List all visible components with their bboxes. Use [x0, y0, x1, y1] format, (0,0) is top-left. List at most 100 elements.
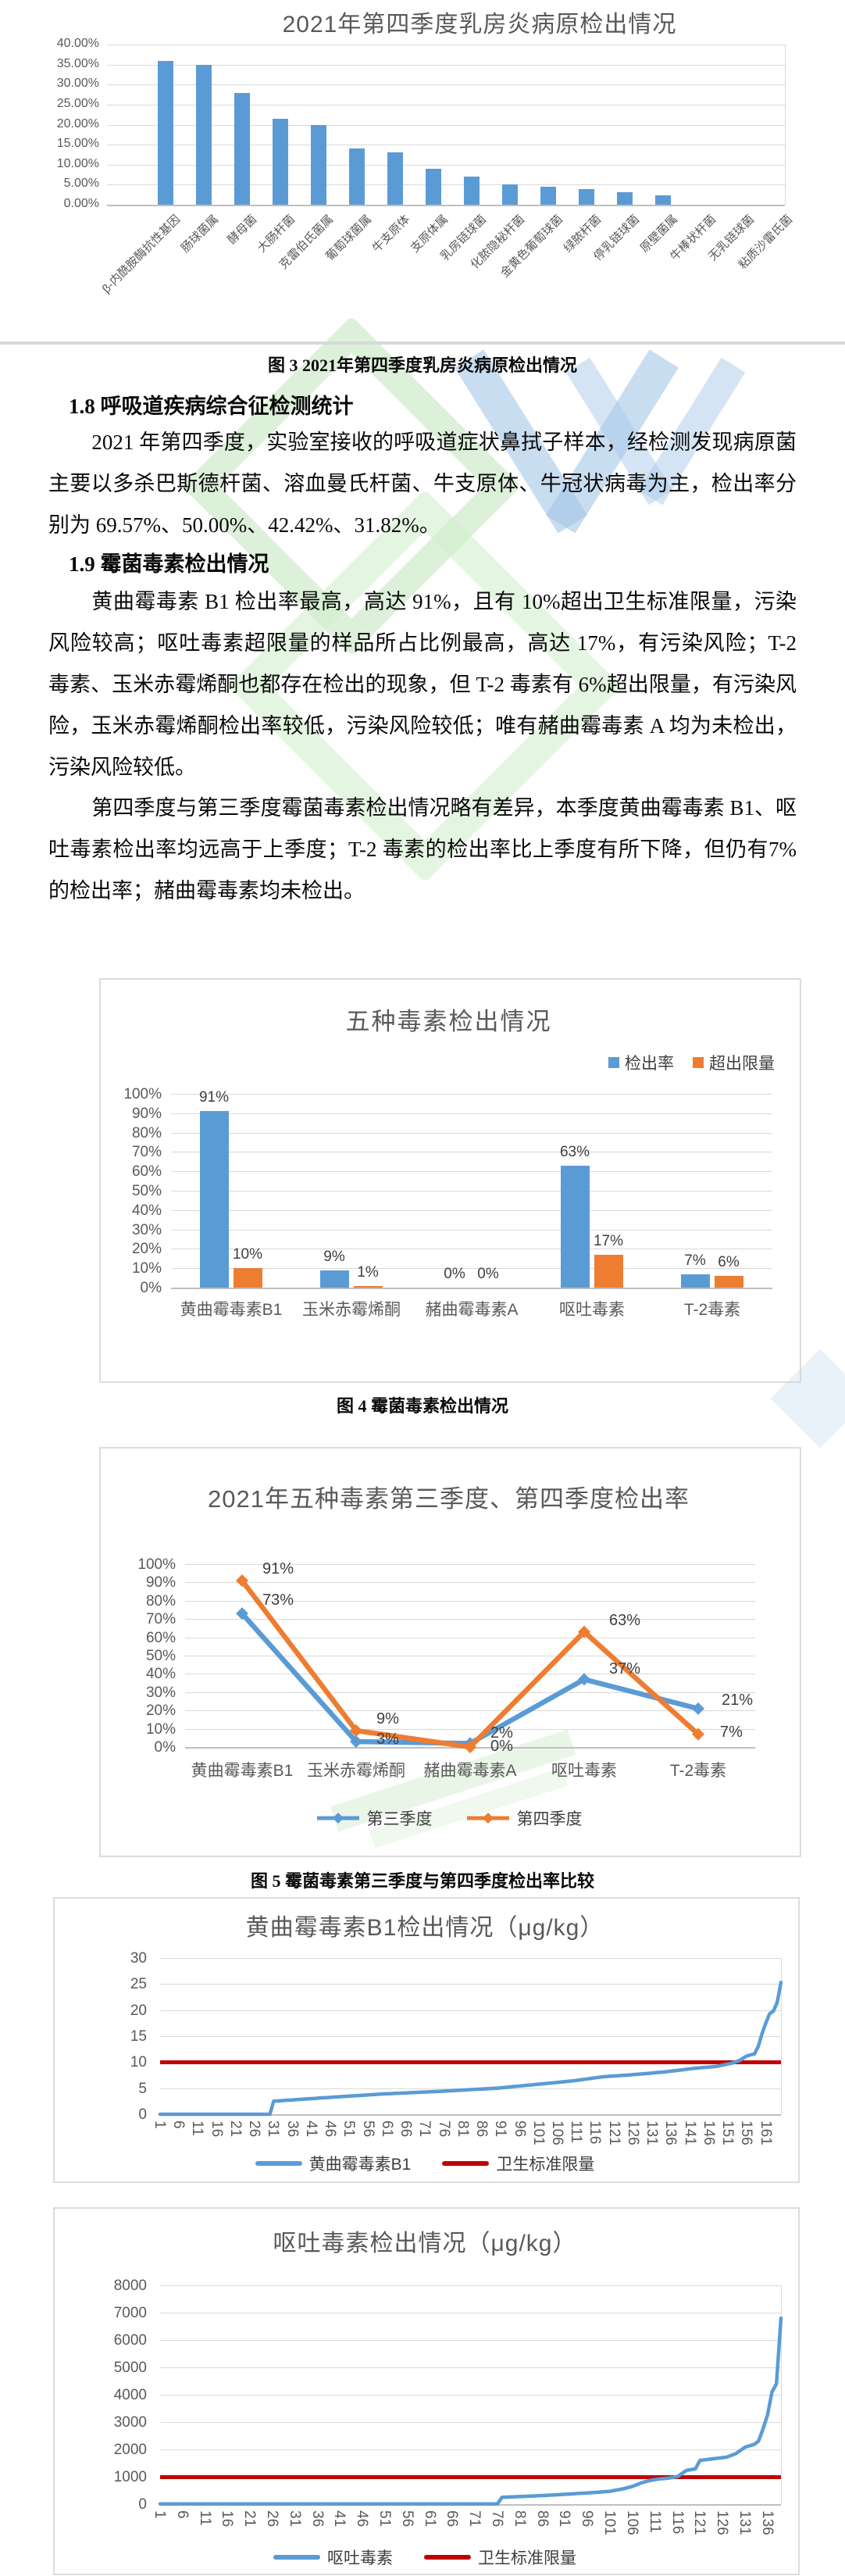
gridline: [107, 84, 785, 86]
x-axis-tick-label: 66: [398, 2120, 415, 2138]
bar: [354, 1285, 383, 1288]
gridline: [107, 184, 785, 186]
section-1-8-paragraph: 2021 年第四季度，实验室接收的呼吸道症状鼻拭子样本，经检测发现病原菌主要以多…: [48, 431, 797, 537]
x-axis-tick-label: 136: [662, 2120, 679, 2145]
x-axis-tick-label: 11: [189, 2120, 206, 2136]
data-label: 0%: [477, 1266, 499, 1282]
x-axis-tick-label: 61: [421, 2510, 438, 2528]
gridline: [107, 164, 785, 166]
figure-5-frame: [99, 1447, 801, 1857]
legend-label: 第四季度: [516, 1810, 583, 1828]
chart-image-border: [0, 341, 845, 345]
x-axis-tick-label: 101: [601, 2510, 619, 2535]
gridline: [160, 2395, 781, 2396]
x-axis-tick-label: 131: [736, 2510, 753, 2535]
gridline: [160, 1958, 781, 1959]
x-axis-tick-label: 31: [265, 2120, 282, 2138]
y-axis-tick-label: 40%: [131, 1202, 162, 1219]
x-axis-tick-label: 1: [152, 2510, 168, 2519]
legend-item: 超出限量: [693, 1051, 775, 1074]
y-axis-tick-label: 90%: [145, 1574, 176, 1592]
bar: [158, 60, 173, 205]
x-axis-tick-label: 96: [579, 2510, 596, 2528]
bar: [681, 1274, 710, 1288]
section-1-8-heading: 1.8 呼吸道疾病综合征检测统计: [69, 395, 354, 418]
bar: [561, 1165, 590, 1288]
y-axis-tick-label: 20: [130, 2002, 147, 2019]
legend-item: 第三季度: [316, 1806, 433, 1830]
y-axis-tick-label: 20%: [131, 1241, 162, 1258]
section-1-9-paragraph-1: 黄曲霉毒素 B1 检出率最高，高达 91%，且有 10%超出卫生标准限量，污染风…: [48, 590, 797, 779]
gridline: [171, 1132, 772, 1134]
gridline: [171, 1209, 772, 1211]
x-axis-tick-label: 26: [246, 2120, 263, 2138]
gridline: [171, 1229, 772, 1231]
x-axis-tick-label: 116: [669, 2510, 686, 2535]
gridline: [171, 1191, 772, 1192]
x-axis-category-label: 呕吐毒素: [551, 1762, 617, 1780]
bar: [349, 148, 365, 205]
x-axis-tick-label: 21: [226, 2120, 244, 2138]
legend-line-icon: [442, 2161, 490, 2166]
x-axis-tick-label: 121: [691, 2510, 708, 2535]
bar: [234, 1268, 262, 1288]
figure-5-caption: 图 5 霉菌毒素第三季度与第四季度检出率比较: [250, 1871, 594, 1891]
gridline: [160, 2285, 781, 2286]
gridline: [185, 1710, 755, 1712]
y-axis-tick-label: 30%: [145, 1684, 176, 1701]
x-axis-tick-label: 36: [283, 2120, 301, 2138]
x-axis-tick-label: 106: [548, 2120, 565, 2145]
fig3-title: 2021年第四季度乳房炎病原检出情况: [282, 12, 677, 38]
y-axis-tick-label: 5000: [113, 2360, 147, 2376]
legend-line-marker-icon: [316, 1813, 359, 1824]
bar: [617, 191, 633, 205]
bar: [579, 188, 594, 205]
bar: [594, 1254, 623, 1288]
bar: [464, 177, 480, 205]
legend-line-icon: [273, 2555, 320, 2560]
legend-item: 检出率: [608, 1051, 674, 1074]
y-axis-tick-label: 20%: [145, 1702, 176, 1720]
data-label: 2%: [490, 1724, 513, 1742]
x-axis-tick-label: 16: [208, 2120, 225, 2138]
gridline: [185, 1582, 755, 1584]
gridline: [160, 2449, 781, 2450]
limit-line: [160, 2060, 781, 2064]
bar: [196, 64, 212, 205]
gridline: [185, 1692, 755, 1693]
x-axis-line: [160, 2114, 781, 2116]
data-label: 10%: [232, 1246, 263, 1263]
x-axis-tick-label: 21: [241, 2510, 258, 2528]
bar: [200, 1111, 229, 1288]
gridline: [171, 1113, 772, 1114]
plot-right-border: [785, 45, 786, 205]
gridline: [185, 1564, 755, 1565]
bar: [502, 184, 518, 205]
data-label: 0%: [490, 1738, 513, 1755]
figDON-title: 呕吐毒素检出情况（μg/kg）: [273, 2231, 577, 2256]
y-axis-tick-label: 5.00%: [63, 177, 99, 191]
x-axis-tick-label: 86: [473, 2120, 490, 2138]
x-axis-line: [107, 205, 785, 206]
data-label: 91%: [198, 1089, 230, 1106]
x-axis-tick-label: 156: [738, 2120, 755, 2145]
x-axis-tick-label: 116: [587, 2120, 604, 2145]
y-axis-tick-label: 100%: [137, 1556, 176, 1573]
x-axis-tick-label: 111: [646, 2510, 663, 2533]
legend-item: 第四季度: [465, 1806, 583, 1830]
x-axis-tick-label: 31: [286, 2510, 303, 2528]
fig5-series-lines: [154, 1533, 794, 1786]
data-label: 73%: [262, 1592, 294, 1610]
y-axis-tick-label: 20.00%: [56, 116, 99, 130]
plot-right-border: [781, 2285, 782, 2504]
x-axis-category-label: 玉米赤霉烯酮: [307, 1762, 405, 1780]
legend-swatch-icon: [608, 1057, 619, 1068]
y-axis-tick-label: 5: [138, 2080, 147, 2097]
y-axis-tick-label: 8000: [113, 2278, 147, 2294]
data-label: 21%: [722, 1691, 754, 1709]
gridline: [185, 1619, 755, 1620]
x-axis-category-label: 赭曲霉毒素A: [425, 1301, 519, 1319]
legend-item: 卫生标准限量: [424, 2546, 576, 2569]
legend-item: 呕吐毒素: [273, 2546, 393, 2569]
